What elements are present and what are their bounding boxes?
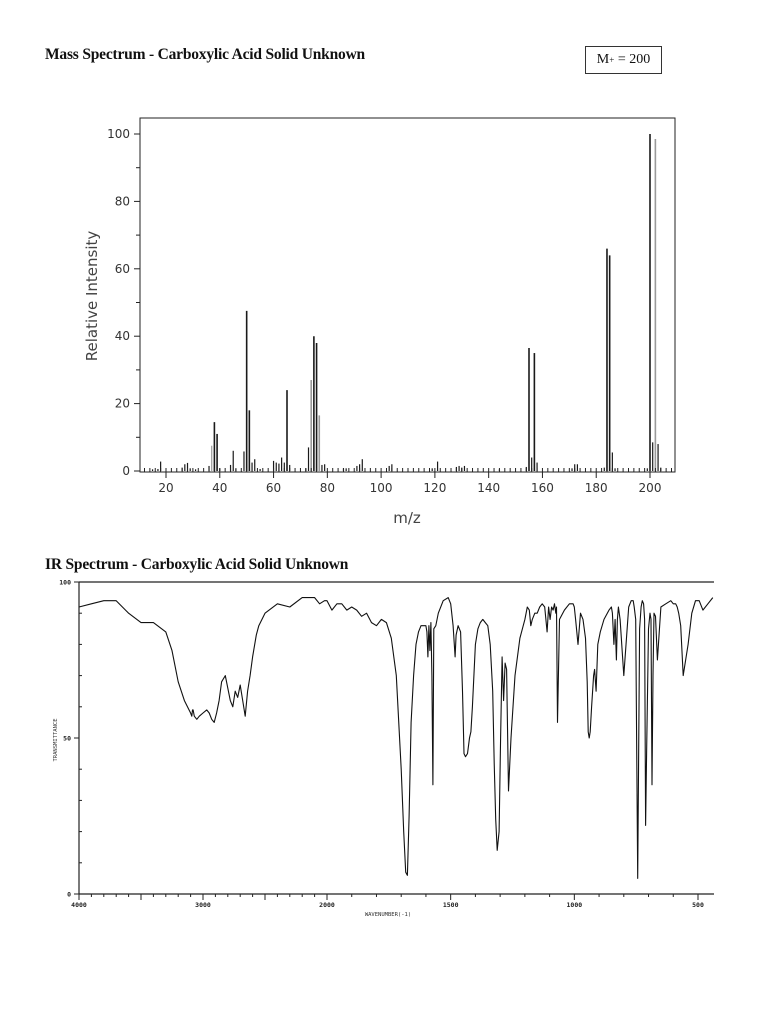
ms-x-tick-label: 120 [423,481,446,495]
ir-x-tick-label: 3000 [195,901,211,909]
ms-y-tick-label: 100 [107,127,130,141]
ir-spectrum-y-axis-label: TRANSMITTANCE [53,718,59,761]
mass-spectrum-axes: 20 40 60 80 100 120 140 160 180 200 0 20 40 60 80 100 [107,117,676,495]
mass-spectrum-x-axis-label: m/z [393,509,421,527]
ir-y-tick-label: 100 [59,579,71,587]
mass-spectrum-y-axis-label: Relative Intensity [83,231,101,362]
ir-x-tick-label: 500 [692,901,704,909]
molecular-ion-label: M [596,52,610,67]
ir-y-tick-label: 50 [63,735,71,743]
ms-x-tick-label: 20 [158,481,173,495]
ms-x-tick-label: 200 [639,481,662,495]
molecular-ion-box: M + = 200 [585,46,662,74]
ms-x-tick-label: 180 [585,481,608,495]
ir-x-tick-label: 1500 [443,901,459,909]
ir-x-tick-label: 1000 [567,901,583,909]
mass-spectrum-chart: 20 40 60 80 100 120 140 160 180 200 0 20 40 60 80 100 m… [83,117,676,527]
molecular-ion-value: = 200 [617,52,651,67]
ir-x-tick-label: 4000 [71,901,87,909]
ms-y-tick-label: 40 [115,329,130,343]
ms-y-tick-label: 60 [115,262,130,276]
ir-spectrum-curve [78,597,714,879]
mass-spectrum-frame [139,117,676,473]
ms-x-tick-label: 160 [531,481,554,495]
ms-y-tick-label: 0 [122,464,130,478]
ir-spectrum-title: IR Spectrum - Carboxylic Acid Solid Unkn… [45,556,349,573]
mass-spectrum-peaks [151,134,662,471]
ms-x-tick-label: 80 [320,481,335,495]
ir-spectrum-x-axis-label: WAVENUMBER(-1) [365,912,411,918]
ir-y-tick-label: 0 [67,891,71,899]
ms-x-tick-label: 100 [370,481,393,495]
mass-spectrum-title: Mass Spectrum - Carboxylic Acid Solid Un… [45,46,365,63]
ms-x-tick-label: 140 [477,481,500,495]
ms-y-tick-label: 80 [115,194,130,208]
ms-x-tick-label: 60 [266,481,281,495]
ir-x-tick-label: 2000 [319,901,335,909]
ms-y-tick-label: 20 [115,397,130,411]
ir-spectrum-axes: 0 50 100 4000 3000 2000 1500 1000 500 [59,579,714,909]
ms-x-tick-label: 40 [212,481,227,495]
